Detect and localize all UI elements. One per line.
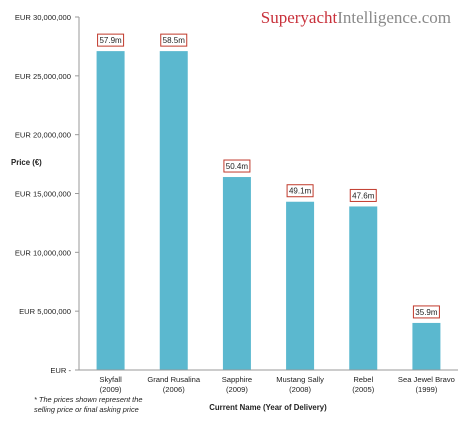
y-tick-label: EUR 10,000,000 [15, 248, 71, 257]
data-label-box [349, 188, 377, 202]
x-tick-label: Skyfall (2009) [99, 375, 122, 394]
data-label: 47.6m [352, 191, 375, 200]
bar [159, 51, 188, 371]
data-label: 35.9m [415, 308, 438, 317]
bar [222, 177, 251, 370]
x-axis: Skyfall (2009) Grand Rusalina (2006) Sapphir… [79, 369, 458, 394]
data-label-box [412, 305, 440, 319]
bar [286, 201, 315, 370]
x-tick-label: Rebel (2005) [352, 375, 374, 394]
bar [349, 206, 378, 370]
brand-logo-part1: Superyacht [261, 8, 338, 27]
data-label-box [223, 159, 251, 173]
x-tick-label: Sea Jewel Bravo (1999) [398, 375, 455, 394]
y-tick-label: EUR 20,000,000 [15, 131, 71, 140]
brand-logo: SuperyachtIntelligence.com [261, 8, 451, 27]
x-axis-title: Current Name (Year of Delivery) [209, 403, 327, 412]
data-label: 58.5m [163, 36, 186, 45]
y-axis-title: Price (€) [11, 158, 42, 167]
data-label-box [97, 33, 125, 47]
y-tick-label: EUR - [50, 366, 71, 375]
data-label-box [286, 184, 314, 198]
y-axis: EUR - EUR 5,000,000 EUR 10,000,000 EUR 15,0… [15, 13, 80, 375]
y-tick-label: EUR 5,000,000 [19, 307, 71, 316]
footnote-line-2: selling price or final asking price [34, 405, 139, 414]
x-tick-label: Grand Rusalina (2006) [147, 375, 201, 394]
bar [412, 322, 441, 370]
footnote-line-1: * The prices shown represent the [34, 395, 142, 404]
svg-text:SuperyachtIntelligence.com: SuperyachtIntelligence.com [261, 8, 451, 27]
brand-logo-part2: Intelligence.com [337, 8, 451, 27]
x-tick-label: Mustang Sally (2008) [276, 375, 324, 394]
y-tick-label: EUR 25,000,000 [15, 72, 71, 81]
data-label-box [160, 33, 188, 47]
bars: 57.9m 58.5m 50.4m 49.1m 47.6m 35.9m [96, 33, 441, 371]
bar [96, 51, 125, 371]
x-tick-label: Sapphire (2009) [222, 375, 252, 394]
data-label: 49.1m [289, 187, 312, 196]
y-tick-label: EUR 30,000,000 [15, 13, 71, 22]
y-tick-label: EUR 15,000,000 [15, 190, 71, 199]
data-label: 57.9m [99, 36, 122, 45]
data-label: 50.4m [226, 162, 249, 171]
